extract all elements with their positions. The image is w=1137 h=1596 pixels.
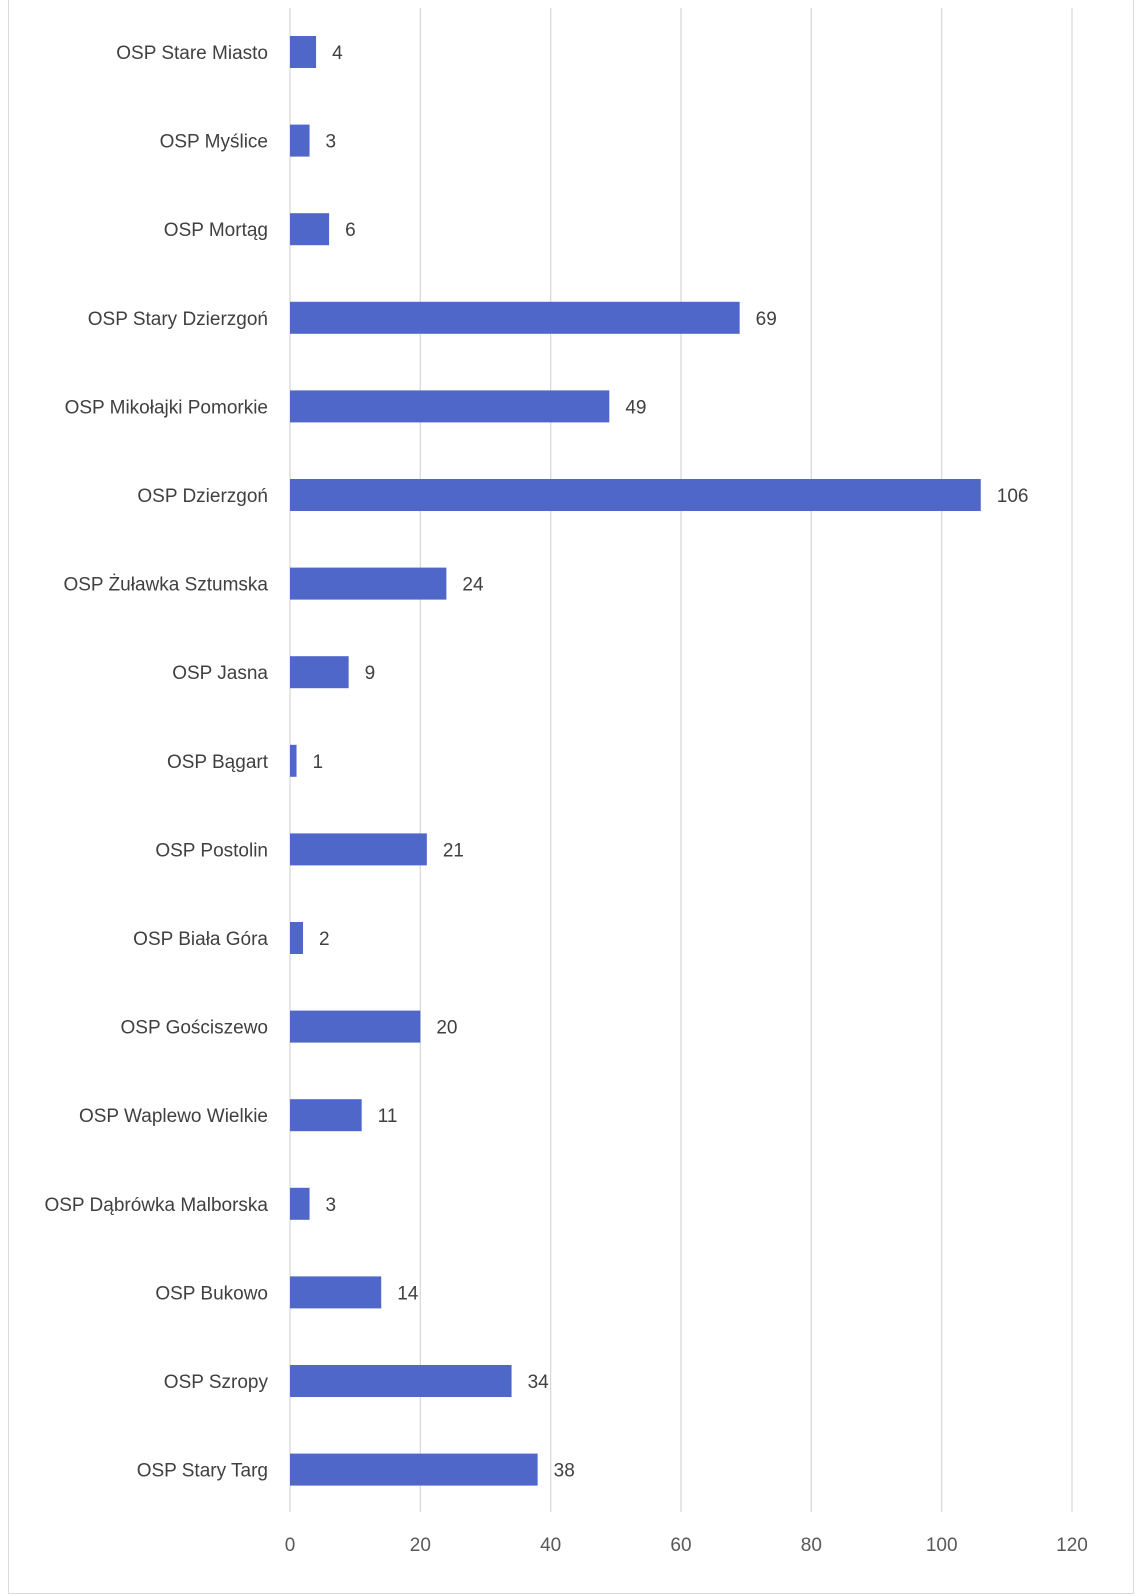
bar — [290, 1453, 538, 1486]
data-label: 69 — [756, 309, 777, 330]
x-tick-label: 120 — [1056, 1535, 1088, 1556]
category-label: OSP Dzierzgoń — [137, 486, 268, 507]
x-tick-label: 60 — [670, 1535, 691, 1556]
category-label: OSP Dąbrówka Malborska — [44, 1195, 268, 1216]
x-tick-label: 40 — [540, 1535, 561, 1556]
data-label: 2 — [319, 929, 330, 950]
data-label: 38 — [554, 1461, 575, 1482]
data-label: 24 — [462, 575, 484, 596]
data-label: 11 — [378, 1106, 398, 1127]
bar — [290, 1187, 310, 1220]
x-tick-label: 0 — [285, 1535, 296, 1556]
category-label: OSP Postolin — [155, 840, 268, 861]
x-tick-label: 100 — [926, 1535, 958, 1556]
data-label: 1 — [313, 752, 324, 773]
data-label: 14 — [397, 1283, 419, 1304]
bar — [290, 833, 427, 866]
category-label: OSP Bągart — [167, 752, 269, 773]
category-label: OSP Żuławka Sztumska — [63, 575, 268, 596]
data-label: 3 — [326, 1195, 337, 1216]
category-label: OSP Jasna — [172, 663, 268, 684]
bar — [290, 301, 740, 334]
data-label: 106 — [997, 486, 1029, 507]
x-tick-label: 20 — [410, 1535, 431, 1556]
category-label: OSP Gościszewo — [121, 1018, 268, 1039]
category-label: OSP Stare Miasto — [116, 43, 268, 64]
bar — [290, 1365, 512, 1397]
bar — [290, 1010, 421, 1043]
data-label: 34 — [528, 1372, 550, 1393]
category-label: OSP Myślice — [160, 132, 268, 153]
bar — [290, 744, 297, 777]
x-tick-label: 80 — [801, 1535, 822, 1556]
category-label: OSP Biała Góra — [133, 929, 268, 950]
data-label: 20 — [436, 1018, 457, 1039]
bar — [290, 567, 447, 600]
category-label: OSP Szropy — [164, 1372, 269, 1393]
category-label: OSP Mikołajki Pomorkie — [65, 397, 268, 418]
data-label: 3 — [326, 132, 337, 153]
category-label: OSP Waplewo Wielkie — [79, 1106, 268, 1127]
bar — [290, 124, 310, 157]
category-label: OSP Stary Targ — [137, 1461, 268, 1482]
bar — [290, 1276, 382, 1309]
data-label: 9 — [365, 663, 376, 684]
chart-frame — [8, 0, 1134, 1594]
category-label: OSP Stary Dzierzgoń — [88, 309, 268, 330]
data-label: 21 — [443, 840, 464, 861]
bar — [290, 36, 317, 68]
bar — [290, 922, 304, 954]
data-label: 49 — [625, 397, 646, 418]
data-label: 4 — [332, 43, 343, 64]
bar — [290, 390, 610, 423]
category-label: OSP Mortąg — [164, 220, 268, 241]
data-label: 6 — [345, 220, 356, 241]
category-label: OSP Bukowo — [155, 1283, 268, 1304]
bar — [290, 479, 981, 511]
bar — [290, 213, 330, 246]
bar — [290, 656, 349, 689]
bar — [290, 1099, 362, 1132]
